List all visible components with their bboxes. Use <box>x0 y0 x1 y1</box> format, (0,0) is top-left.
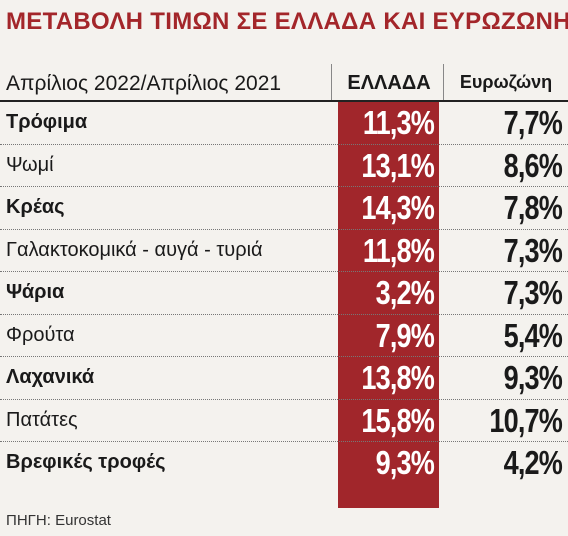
eurozone-value: 5,4% <box>503 316 563 354</box>
table-row: Πατάτες 15,8% 10,7% <box>0 400 568 442</box>
eurozone-value: 7,7% <box>503 104 563 141</box>
category-label: Λαχανικά <box>6 366 95 388</box>
table-row: Ψωμί 13,1% 8,6% <box>0 145 568 187</box>
category-label: Πατάτες <box>6 408 78 431</box>
greece-column-header: ΕΛΛΑΔΑ <box>347 72 431 94</box>
table-row: Γαλακτοκομικά - αυγά - τυριά 11,8% 7,3% <box>0 230 568 272</box>
greece-value: 9,3% <box>375 444 435 481</box>
greece-value: 3,2% <box>375 274 435 311</box>
chart-title: ΜΕΤΑΒΟΛΗ ΤΙΜΩΝ ΣΕ ΕΛΛΑΔΑ ΚΑΙ ΕΥΡΩΖΩΝΗ <box>6 8 568 35</box>
greece-value: 13,1% <box>361 146 434 184</box>
eurozone-value: 4,2% <box>503 444 563 481</box>
eurozone-value: 7,3% <box>503 231 563 269</box>
source-note: ΠΗΓΗ: Eurostat <box>6 512 111 529</box>
greece-value: 13,8% <box>361 359 434 396</box>
greece-value: 14,3% <box>361 189 434 226</box>
greece-value: 11,8% <box>362 231 435 269</box>
greece-value: 7,9% <box>375 316 435 354</box>
eurozone-column-header: Ευρωζώνη <box>459 72 553 92</box>
table-row: Λαχανικά 13,8% 9,3% <box>0 357 568 400</box>
table-body: Τρόφιμα 11,3% 7,7% Ψωμί 13,1% 8,6% Κρέας 14,3% 7… <box>0 102 568 484</box>
eurozone-value: 7,3% <box>503 274 563 311</box>
table-row: Βρεφικές τροφές 9,3% 4,2% <box>0 442 568 484</box>
eurozone-value: 8,6% <box>503 146 563 184</box>
category-label: Φρούτα <box>6 323 75 346</box>
category-label: Κρέας <box>6 196 65 218</box>
eurozone-value: 10,7% <box>489 401 562 439</box>
greece-value: 15,8% <box>361 401 434 439</box>
column-divider <box>331 64 332 100</box>
table-row: Ψάρια 3,2% 7,3% <box>0 272 568 315</box>
table-header: Απρίλιος 2022/Απρίλιος 2021 ΕΛΛΑΔΑ Ευρωζ… <box>0 64 568 108</box>
table-row: Κρέας 14,3% 7,8% <box>0 187 568 230</box>
column-divider <box>443 64 444 100</box>
table-row: Φρούτα 7,9% 5,4% <box>0 315 568 357</box>
eurozone-value: 7,8% <box>503 189 563 226</box>
eurozone-value: 9,3% <box>503 359 563 396</box>
category-label: Τρόφιμα <box>6 111 88 133</box>
header-underline <box>0 100 568 102</box>
category-label: Γαλακτοκομικά - αυγά - τυριά <box>6 238 263 261</box>
greece-column-highlight <box>338 102 439 508</box>
category-label: Ψάρια <box>6 281 65 303</box>
category-label: Ψωμί <box>6 153 54 176</box>
period-header: Απρίλιος 2022/Απρίλιος 2021 <box>6 72 282 95</box>
category-label: Βρεφικές τροφές <box>6 451 166 473</box>
greece-value: 11,3% <box>362 104 435 141</box>
table-row: Τρόφιμα 11,3% 7,7% <box>0 102 568 145</box>
